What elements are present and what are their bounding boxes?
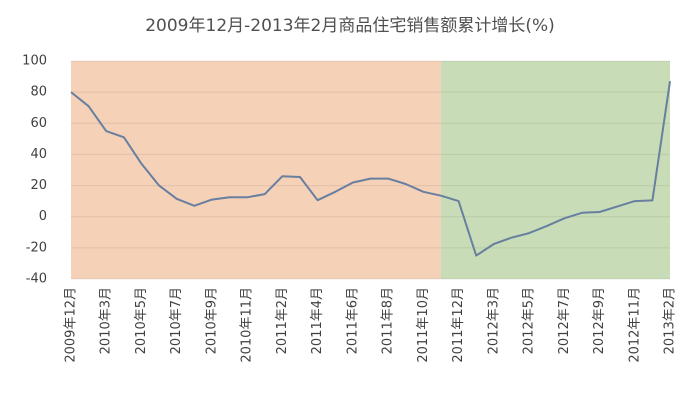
y-tick-label: 60 <box>30 116 47 131</box>
x-tick-label: 2012年11月 <box>627 287 642 363</box>
x-tick-label: 2011年6月 <box>345 287 360 354</box>
y-tick-label: 80 <box>30 85 47 100</box>
x-tick-label: 2012年5月 <box>522 287 537 354</box>
x-tick-label: 2011年4月 <box>310 287 325 354</box>
y-tick-label: -40 <box>26 272 47 287</box>
x-tick-label: 2013年2月 <box>663 287 678 354</box>
x-tick-label: 2010年5月 <box>134 287 149 354</box>
line <box>70 81 671 257</box>
y-tick-label: 20 <box>30 178 47 193</box>
x-tick-label: 2012年9月 <box>592 287 607 354</box>
chart-title: 2009年12月-2013年2月商品住宅销售额累计增长(%) <box>145 16 555 36</box>
y-tick-label: 0 <box>39 209 47 224</box>
y-tick-label: 100 <box>22 54 47 69</box>
x-tick-label: 2011年10月 <box>416 287 431 363</box>
y-tick-label: 40 <box>30 147 47 162</box>
x-tick-label: 2009年12月 <box>64 287 79 363</box>
x-tick-label: 2010年7月 <box>169 287 184 354</box>
x-tick-label: 2010年3月 <box>99 287 114 354</box>
x-tick-label: 2012年7月 <box>557 287 572 354</box>
x-tick-label: 2011年8月 <box>381 287 396 354</box>
background-region <box>71 61 441 279</box>
y-tick-label: -20 <box>26 240 47 255</box>
x-tick-label: 2010年11月 <box>240 287 255 363</box>
x-tick-label: 2012年3月 <box>486 287 501 354</box>
x-tick-label: 2010年9月 <box>204 287 219 354</box>
x-tick-label: 2011年12月 <box>451 287 466 363</box>
x-tick-label: 2011年2月 <box>275 287 290 354</box>
background-region <box>440 61 670 279</box>
